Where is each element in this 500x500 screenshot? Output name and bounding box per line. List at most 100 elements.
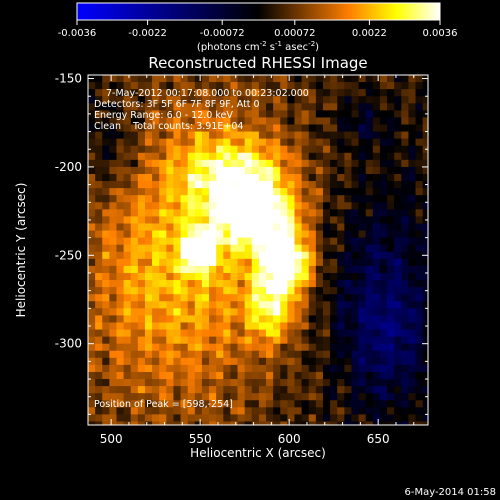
heatmap-cell: [344, 89, 353, 97]
heatmap-cell: [201, 166, 210, 175]
heatmap-cell: [287, 393, 296, 401]
heatmap-cell: [88, 216, 96, 225]
heatmap-cell: [109, 251, 118, 260]
heatmap-cell: [415, 188, 424, 196]
heatmap-cell: [152, 258, 160, 267]
heatmap-cell: [387, 181, 395, 189]
heatmap-cell: [244, 75, 253, 83]
heatmap-cell: [144, 159, 153, 168]
heatmap-cell: [294, 251, 303, 260]
heatmap-cell: [251, 272, 260, 281]
heatmap-cell: [351, 159, 360, 168]
heatmap-cell: [159, 251, 167, 260]
heatmap-cell: [216, 103, 224, 111]
heatmap-cell: [422, 265, 428, 274]
heatmap-cell: [379, 364, 388, 373]
heatmap-cell: [301, 138, 310, 147]
heatmap-cell: [394, 173, 402, 182]
heatmap-cell: [209, 280, 217, 288]
heatmap-cell: [358, 258, 367, 267]
heatmap-cell: [337, 287, 345, 295]
heatmap-cell: [137, 294, 146, 302]
heatmap-cell: [209, 216, 217, 225]
heatmap-cell: [301, 75, 310, 83]
heatmap-cell: [258, 216, 267, 225]
heatmap-cell: [365, 89, 374, 97]
heatmap-cell: [180, 364, 189, 373]
heatmap-cell: [337, 209, 345, 218]
heatmap-cell: [137, 287, 146, 295]
heatmap-cell: [266, 393, 274, 401]
heatmap-cell: [137, 237, 146, 246]
heatmap-cell: [337, 336, 345, 345]
heatmap-cell: [372, 350, 381, 359]
heatmap-cell: [301, 371, 310, 380]
heatmap-cell: [344, 329, 353, 338]
heatmap-cell: [137, 251, 146, 260]
heatmap-cell: [109, 166, 118, 175]
heatmap-cell: [266, 152, 274, 161]
heatmap-cell: [102, 315, 110, 324]
heatmap-cell: [201, 181, 210, 189]
heatmap-cell: [422, 301, 428, 309]
heatmap-cell: [123, 89, 132, 97]
heatmap-cell: [394, 315, 402, 324]
heatmap-cell: [209, 110, 217, 119]
heatmap-cell: [394, 301, 402, 309]
heatmap-cell: [379, 216, 388, 225]
heatmap-cell: [102, 75, 110, 83]
heatmap-cell: [180, 89, 189, 97]
heatmap-cell: [130, 181, 139, 189]
heatmap-cell: [337, 124, 345, 133]
heatmap-cell: [109, 117, 118, 126]
heatmap-cell: [294, 287, 303, 295]
heatmap-cell: [187, 195, 196, 203]
heatmap-cell: [180, 145, 189, 154]
heatmap-cell: [116, 251, 125, 260]
heatmap-cell: [201, 357, 210, 366]
heatmap-cell: [187, 89, 196, 97]
heatmap-cell: [109, 195, 118, 203]
heatmap-cell: [408, 103, 417, 111]
heatmap-cell: [173, 209, 182, 218]
heatmap-cell: [201, 138, 210, 147]
heatmap-cell: [201, 414, 210, 423]
heatmap-cell: [337, 202, 345, 210]
heatmap-cell: [173, 315, 182, 324]
heatmap-cell: [294, 400, 303, 408]
heatmap-cell: [209, 223, 217, 232]
heatmap-cell: [194, 166, 203, 175]
heatmap-cell: [351, 173, 360, 182]
heatmap-cell: [230, 336, 239, 345]
heatmap-cell: [379, 209, 388, 218]
heatmap-cell: [173, 421, 182, 425]
heatmap-cell: [287, 357, 296, 366]
heatmap-cell: [379, 131, 388, 140]
heatmap-cell: [137, 96, 146, 104]
heatmap-cell: [372, 315, 381, 324]
heatmap-cell: [166, 251, 175, 260]
heatmap-cell: [102, 145, 110, 154]
heatmap-cell: [330, 294, 338, 302]
heatmap-cell: [322, 287, 331, 295]
heatmap-cell: [408, 237, 417, 246]
heatmap-cell: [280, 230, 288, 239]
heatmap-cell: [315, 173, 324, 182]
heatmap-cell: [337, 75, 345, 83]
heatmap-cell: [88, 272, 96, 281]
heatmap-cell: [244, 393, 253, 401]
heatmap-cell: [415, 138, 424, 147]
heatmap-cell: [408, 421, 417, 425]
heatmap-cell: [194, 209, 203, 218]
heatmap-cell: [415, 294, 424, 302]
heatmap-cell: [308, 308, 317, 317]
heatmap-cell: [194, 294, 203, 302]
heatmap-cell: [216, 386, 224, 394]
heatmap-cell: [273, 421, 281, 425]
heatmap-cell: [344, 152, 353, 161]
heatmap-cell: [408, 301, 417, 309]
heatmap-cell: [194, 181, 203, 189]
heatmap-cell: [187, 82, 196, 90]
heatmap-cell: [308, 230, 317, 239]
heatmap-cell: [180, 202, 189, 210]
